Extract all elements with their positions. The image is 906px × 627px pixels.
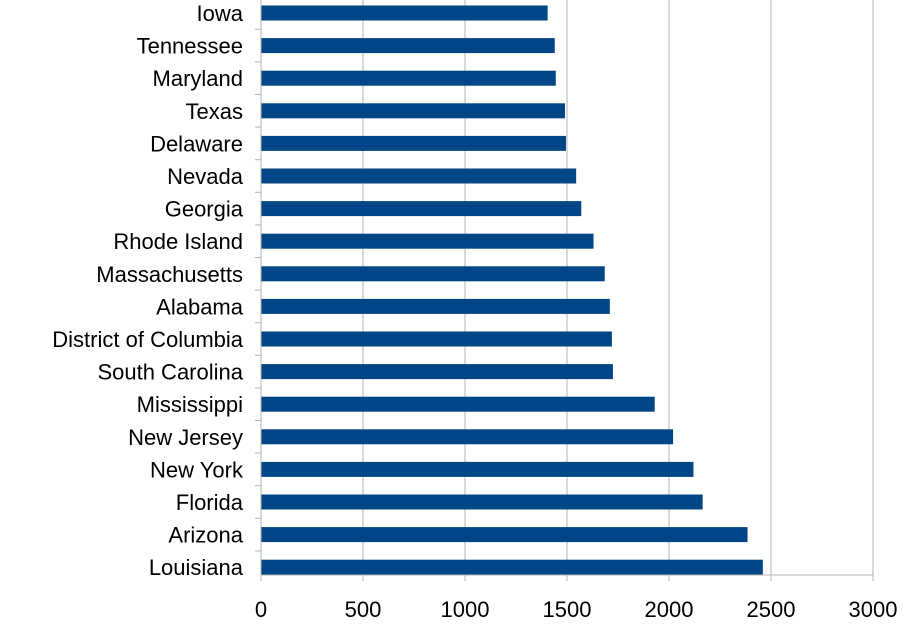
bar: [261, 527, 748, 543]
bar: [261, 70, 556, 86]
category-label: Louisiana: [149, 555, 244, 580]
category-label: New York: [150, 457, 244, 482]
bar: [261, 396, 655, 412]
bar: [261, 331, 612, 347]
category-label: Rhode Island: [113, 229, 243, 254]
bar: [261, 364, 613, 380]
category-label: Mississippi: [137, 392, 243, 417]
bar: [261, 103, 565, 119]
bar: [261, 201, 582, 217]
category-label: Iowa: [197, 1, 244, 26]
axes: [255, 0, 874, 581]
gridlines: [362, 0, 874, 575]
category-label: Georgia: [165, 197, 244, 222]
category-label: New Jersey: [128, 425, 243, 450]
bar: [261, 461, 694, 477]
bar: [261, 38, 555, 54]
bar: [261, 266, 605, 282]
category-label: District of Columbia: [52, 327, 243, 352]
x-tick-label: 500: [345, 597, 382, 622]
x-tick-label: 2000: [645, 597, 694, 622]
category-label: South Carolina: [97, 360, 243, 385]
bar: [261, 135, 566, 151]
bars: [261, 5, 763, 575]
category-label: Delaware: [150, 131, 243, 156]
bar: [261, 559, 763, 575]
category-label: Nevada: [167, 164, 244, 189]
x-tick-label: 2500: [747, 597, 796, 622]
x-tick-label: 0: [255, 597, 267, 622]
bar: [261, 298, 610, 314]
bar: [261, 5, 548, 21]
category-label: Massachusetts: [96, 262, 243, 287]
bar: [261, 494, 703, 510]
bar: [261, 233, 594, 249]
bar: [261, 168, 577, 184]
category-label: Maryland: [153, 66, 243, 91]
category-label: Alabama: [156, 294, 244, 319]
x-tick-label: 3000: [849, 597, 898, 622]
x-tick-labels: 0 500 1000 1500 2000 2500 3000: [255, 597, 898, 622]
category-label: Florida: [176, 490, 244, 515]
x-tick-label: 1000: [441, 597, 490, 622]
x-tick-label: 1500: [543, 597, 592, 622]
category-labels: Iowa Tennessee Maryland Texas Delaware Nevada…: [52, 1, 244, 580]
bar: [261, 429, 674, 445]
category-label: Tennessee: [137, 34, 243, 59]
category-label: Texas: [186, 99, 243, 124]
category-label: Arizona: [168, 523, 243, 548]
